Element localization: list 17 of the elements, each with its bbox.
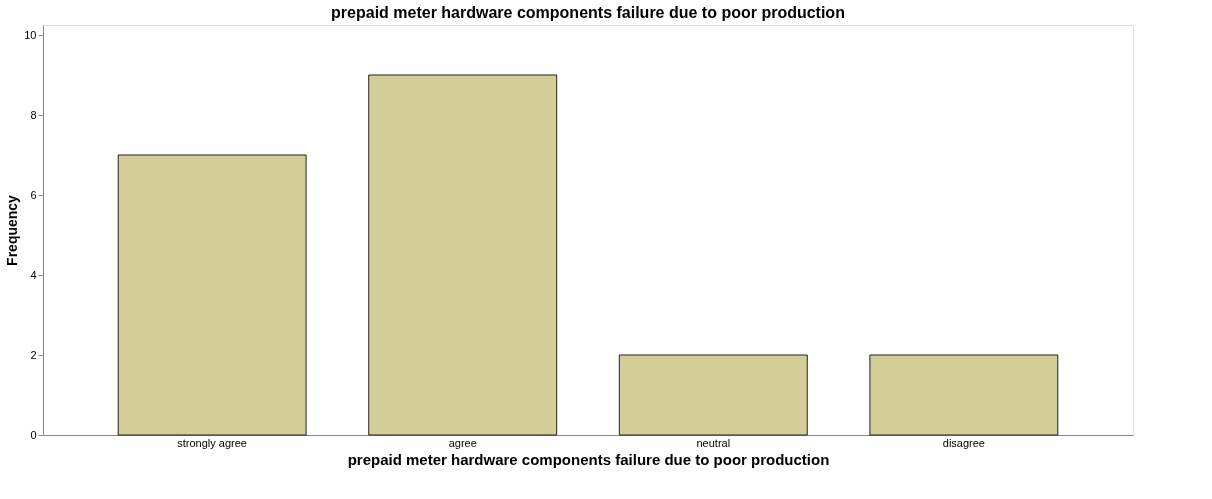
- y-tick-label: 8: [30, 108, 37, 121]
- y-tick-label: 0: [30, 428, 37, 441]
- x-tick-label: neutral: [696, 436, 731, 449]
- bar: [618, 354, 808, 436]
- x-tick-label: disagree: [942, 436, 985, 449]
- x-tick-label: agree: [448, 436, 477, 449]
- bar: [368, 74, 558, 436]
- y-tick-label: 10: [24, 28, 37, 41]
- bar: [117, 154, 307, 436]
- bar: [869, 354, 1059, 436]
- y-tick-label: 4: [30, 268, 37, 281]
- x-axis-title: prepaid meter hardware components failure due to poor production: [347, 450, 830, 468]
- y-axis-title: Frequency: [4, 194, 21, 266]
- y-tick-label: 6: [30, 188, 37, 201]
- y-tick-label: 2: [30, 348, 37, 361]
- chart-title: prepaid meter hardware components failure due to poor production: [331, 4, 845, 21]
- x-tick-label: strongly agree: [177, 436, 247, 449]
